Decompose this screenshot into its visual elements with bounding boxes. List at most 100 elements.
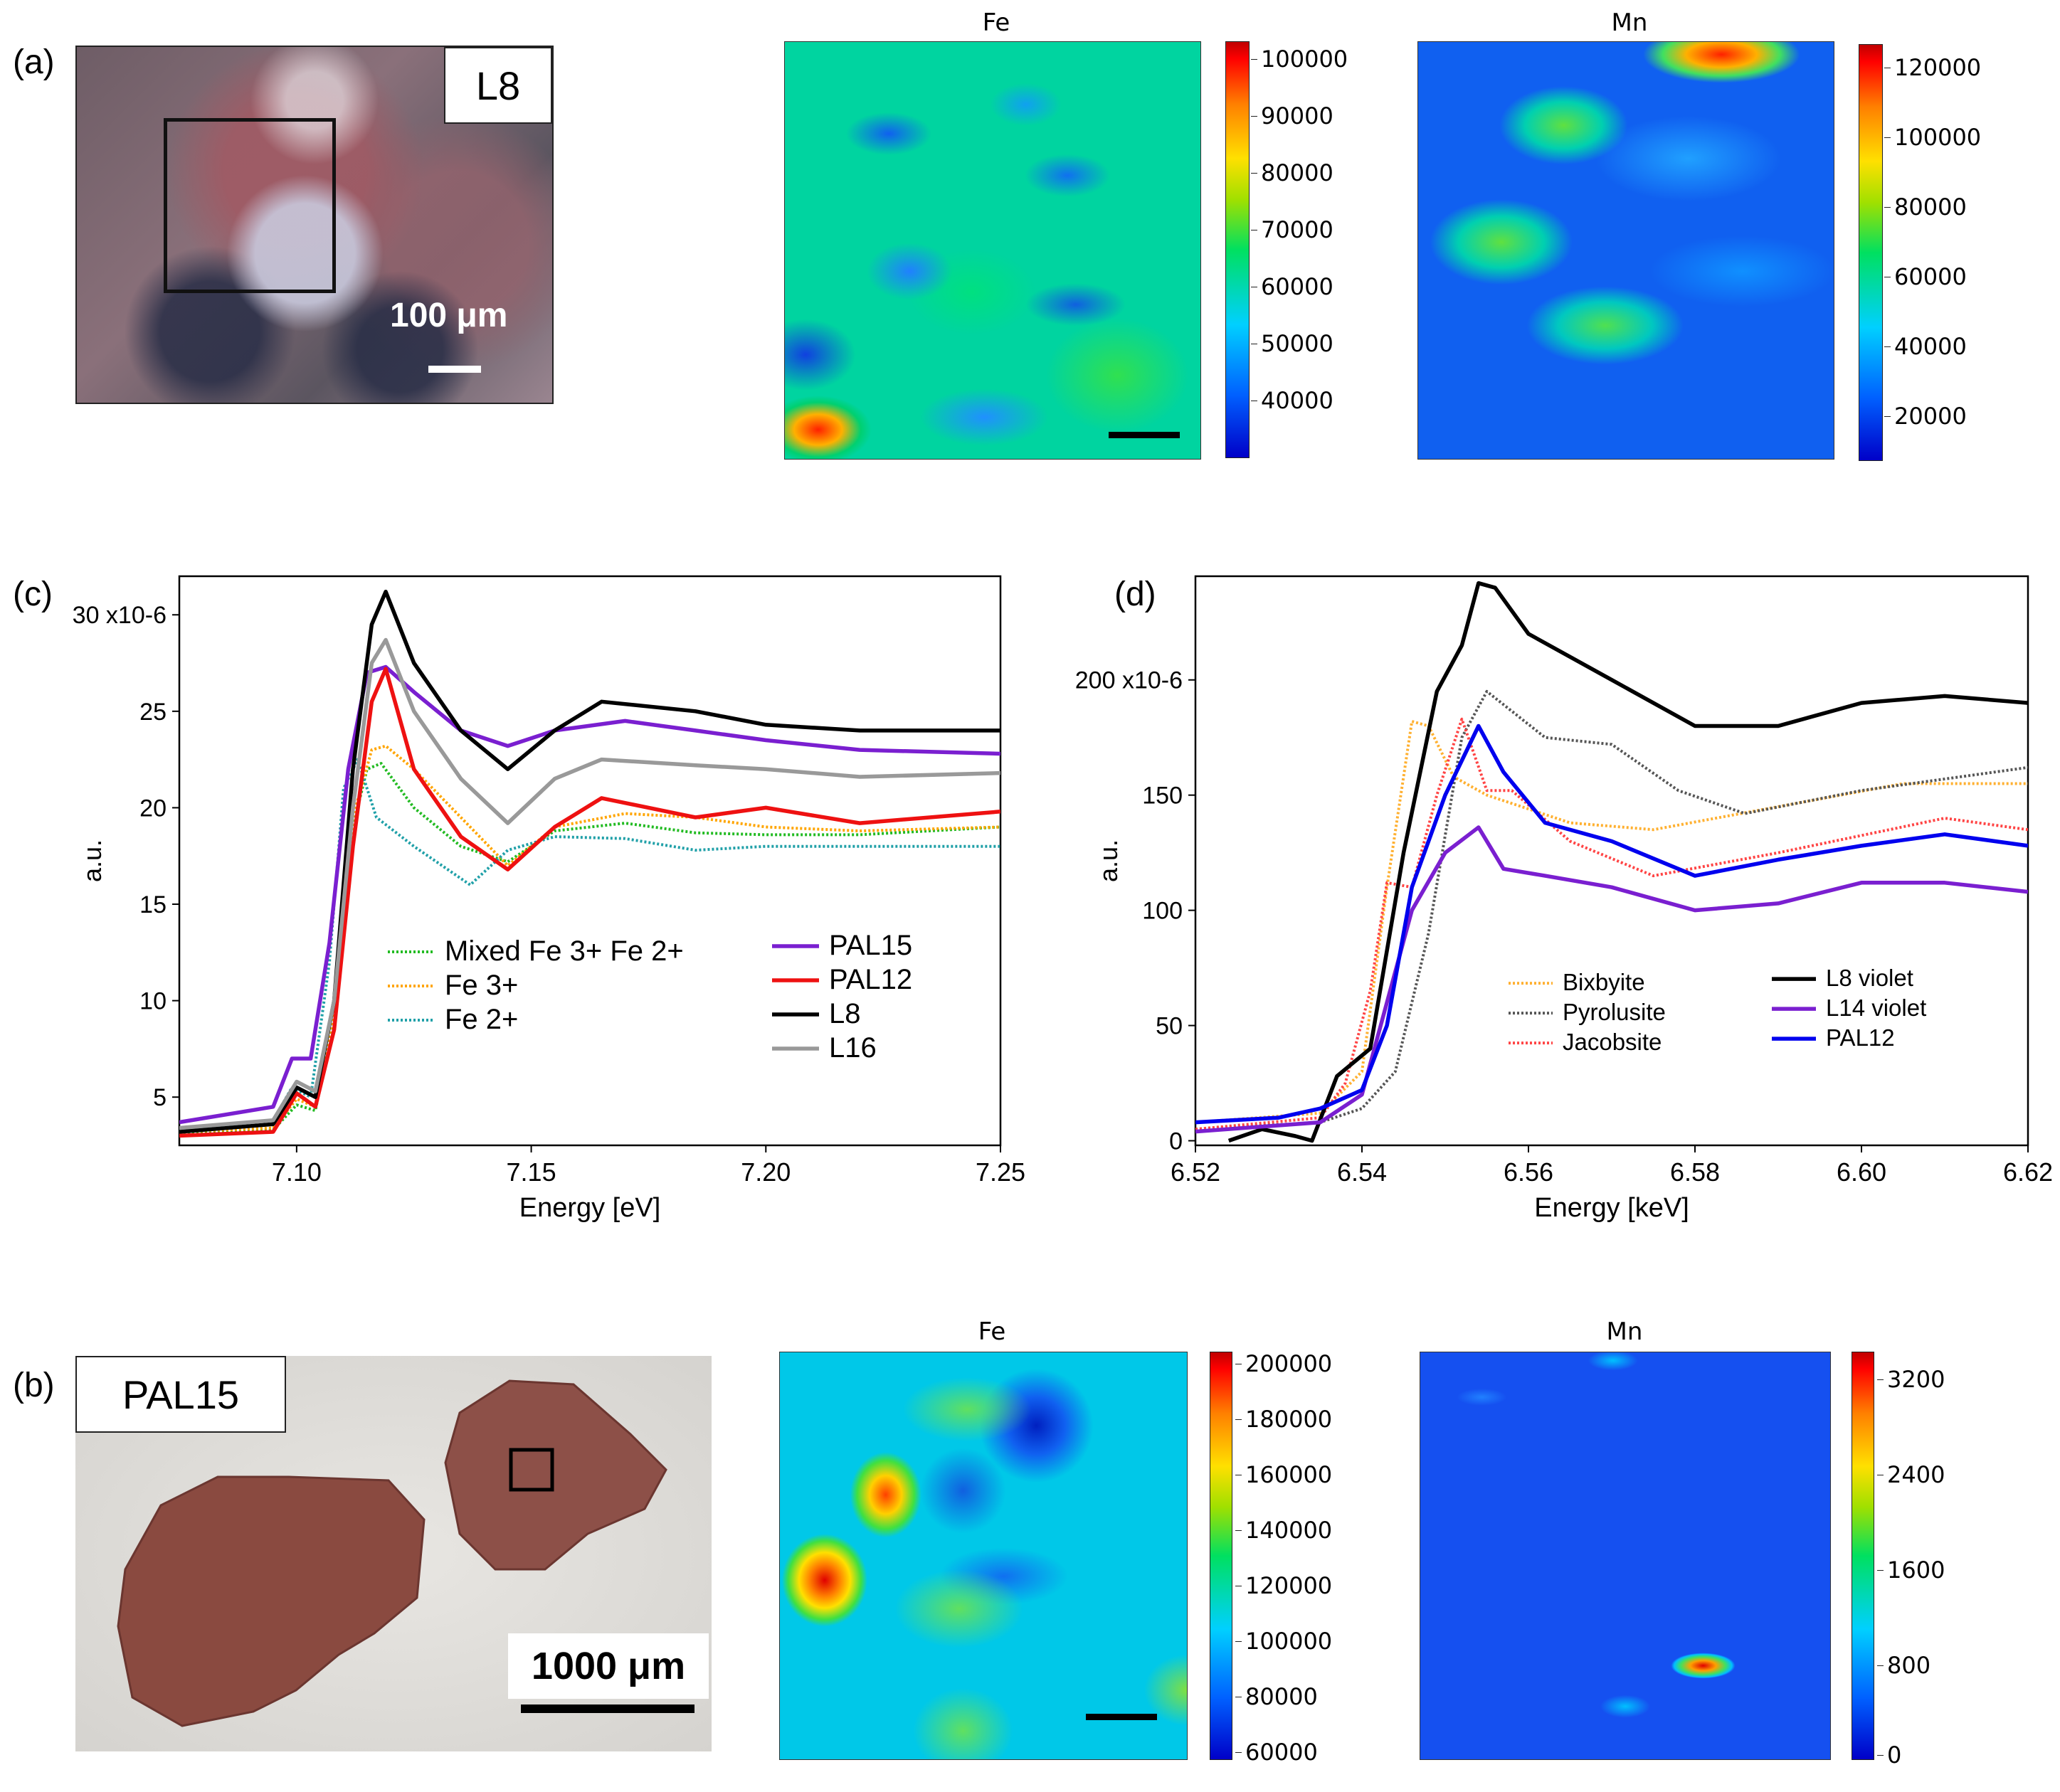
cbar-tick: 160000 [1235, 1461, 1333, 1488]
fe-map-a [784, 41, 1201, 460]
series-line-bixbyite [1195, 720, 2028, 1124]
cbar-tick: 140000 [1235, 1517, 1333, 1544]
plot-frame [1194, 575, 2029, 1147]
y-tick-label: 15 [139, 891, 167, 918]
cbar-tick: 70000 [1251, 216, 1333, 243]
cbar-tick: 50000 [1251, 330, 1333, 357]
x-tick-label: 7.10 [272, 1157, 322, 1187]
y-tick-label: 50 [1156, 1013, 1183, 1040]
legend-label: Fe 3+ [445, 970, 518, 1001]
scale-bar [521, 1704, 694, 1713]
fe-map-b [779, 1352, 1188, 1760]
legend-label: Jacobsite [1563, 1029, 1662, 1055]
legend-label: L14 violet [1826, 995, 1926, 1021]
x-tick-label: 7.25 [976, 1157, 1025, 1187]
x-tick-label: 6.60 [1837, 1157, 1886, 1187]
y-tick-label: 30 x10-6 [73, 602, 167, 629]
cbar-tick: 90000 [1251, 102, 1333, 129]
map-scale-bar [1109, 432, 1180, 438]
x-tick-label: 6.52 [1171, 1157, 1220, 1187]
series-line-l8 [179, 589, 1000, 1134]
legend-label: Fe 2+ [445, 1004, 518, 1035]
series-line-mixed-fe-3-fe-2- [179, 762, 1000, 1135]
photo-l8: L8 100 μm [75, 46, 554, 404]
cbar-tick: 100000 [1250, 46, 1348, 73]
legend-label: PAL12 [1826, 1024, 1895, 1051]
cbar-tick: 1600 [1876, 1557, 1945, 1584]
chart-d: 6.52 6.54 6.56 6.58 6.60 6.62 0 50 100 150 200 x10… [1075, 575, 2053, 1223]
mn-map-a [1417, 41, 1834, 460]
map-title-fe-a: Fe [982, 9, 1010, 37]
series-line-l16 [179, 637, 1000, 1130]
y-tick-label: 5 [153, 1084, 167, 1111]
cbar-tick: 100000 [1235, 1628, 1333, 1655]
colorbar-mn-a [1859, 44, 1883, 461]
legend-label: L16 [829, 1032, 877, 1064]
cbar-tick: 60000 [1884, 263, 1967, 290]
cbar-tick: 40000 [1884, 333, 1967, 360]
panel-b-label: (b) [13, 1367, 55, 1404]
cbar-tick: 80000 [1235, 1683, 1318, 1710]
legend-label: L8 violet [1826, 965, 1913, 991]
y-tick-label: 25 [139, 699, 167, 726]
y-axis-label: a.u. [1094, 839, 1123, 882]
x-tick-label: 6.54 [1337, 1157, 1387, 1187]
cbar-tick: 200000 [1235, 1350, 1333, 1377]
scale-bar-label-box: 1000 μm [508, 1633, 709, 1699]
cbar-tick: 0 [1876, 1741, 1902, 1769]
photo-roi-box [164, 118, 336, 293]
map-title-mn-a: Mn [1611, 9, 1648, 37]
cbar-tick: 100000 [1884, 124, 1982, 151]
y-tick-label: 200 x10-6 [1075, 667, 1183, 694]
colorbar-fe-a [1225, 41, 1250, 458]
photo-tag-box: L8 [444, 47, 552, 124]
panel-c-label: (c) [13, 576, 53, 613]
series-line-fe-2- [179, 758, 1000, 1132]
legend-label: PAL12 [829, 964, 912, 995]
scale-bar [428, 366, 481, 373]
photo-tag: PAL15 [122, 1372, 239, 1417]
legend-label: L8 [829, 998, 861, 1029]
cbar-tick: 20000 [1884, 403, 1967, 430]
x-tick-label: 6.56 [1504, 1157, 1553, 1187]
y-axis-label: a.u. [78, 839, 107, 882]
x-tick-label: 7.20 [741, 1157, 791, 1187]
cbar-tick: 80000 [1884, 193, 1967, 221]
y-tick-label: 10 [139, 988, 167, 1015]
x-tick-label: 6.62 [2003, 1157, 2053, 1187]
panel-a-label: (a) [13, 43, 55, 81]
series-line-pal12 [1195, 723, 2028, 1125]
x-axis-label: Energy [keV] [1534, 1193, 1689, 1223]
cbar-tick: 180000 [1235, 1406, 1333, 1433]
cbar-tick: 80000 [1251, 159, 1333, 186]
map-title-fe-b: Fe [978, 1318, 1006, 1346]
cbar-tick: 2400 [1876, 1461, 1945, 1488]
x-tick-label: 7.15 [507, 1157, 556, 1187]
cbar-tick: 120000 [1235, 1572, 1333, 1599]
y-tick-label: 100 [1142, 898, 1183, 925]
cbar-tick: 800 [1876, 1652, 1931, 1679]
x-tick-label: 6.58 [1670, 1157, 1720, 1187]
series-line-pal12 [179, 667, 1000, 1138]
legend-label: Mixed Fe 3+ Fe 2+ [445, 935, 684, 967]
mn-map-b [1420, 1352, 1831, 1760]
cbar-tick: 3200 [1876, 1366, 1945, 1393]
pal15-fragments [117, 1379, 667, 1727]
y-tick-label: 0 [1169, 1128, 1183, 1155]
series-line-pal15 [179, 664, 1000, 1125]
legend-label: PAL15 [829, 930, 912, 961]
cbar-tick: 60000 [1235, 1739, 1318, 1766]
scale-bar-label: 100 μm [390, 297, 508, 334]
cbar-tick: 120000 [1884, 54, 1982, 81]
y-tick-label: 20 [139, 795, 167, 822]
colorbar-mn-b [1852, 1352, 1874, 1760]
legend-label: Bixbyite [1563, 969, 1645, 995]
y-tick-label: 150 [1142, 783, 1183, 810]
series-line-jacobsite [1195, 717, 2028, 1131]
x-axis-label: Energy [eV] [519, 1193, 661, 1223]
series-line-pyrolusite [1195, 689, 2028, 1131]
plot-frame [178, 575, 1002, 1147]
map-scale-bar [1086, 1714, 1157, 1720]
map-title-mn-b: Mn [1606, 1318, 1643, 1346]
scale-bar-label: 1000 μm [531, 1645, 686, 1687]
